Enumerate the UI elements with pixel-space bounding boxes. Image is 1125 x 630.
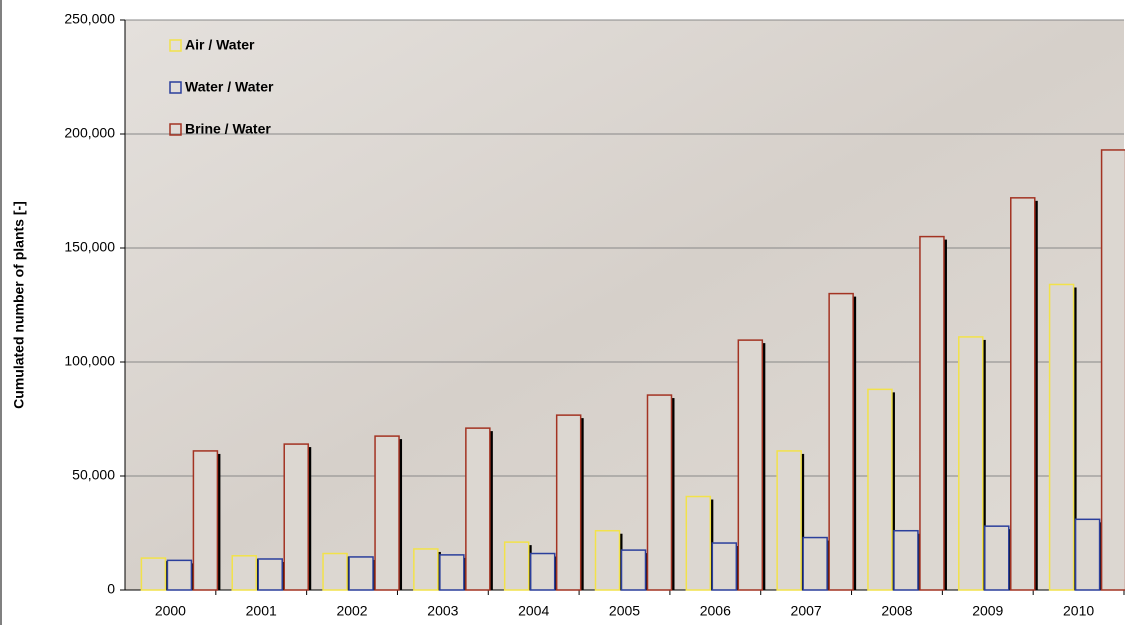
legend-swatch: [169, 123, 182, 136]
bar: [919, 235, 945, 591]
bar: [893, 529, 919, 591]
x-tick-label: 2000: [155, 603, 186, 619]
bar: [776, 450, 802, 591]
bar: [594, 529, 621, 591]
x-tick-label: 2001: [246, 603, 277, 619]
bar: [802, 536, 828, 591]
bar: [503, 541, 530, 591]
x-tick-label: 2008: [881, 603, 912, 619]
bar: [1010, 197, 1036, 591]
bar: [374, 435, 400, 591]
legend: Air / Water Water / Water Brine / Water: [169, 37, 274, 137]
x-tick-label: 2010: [1063, 603, 1094, 619]
bar: [192, 450, 219, 591]
bar: [140, 557, 167, 591]
y-tick-label: 200,000: [64, 125, 115, 141]
bar: [828, 292, 854, 591]
bar: [283, 443, 309, 591]
bar: [685, 495, 712, 591]
y-tick-label: 50,000: [72, 467, 115, 483]
bar: [1048, 283, 1075, 591]
bar: [555, 414, 582, 591]
bar: [711, 542, 738, 591]
bar: [166, 559, 193, 591]
legend-label: Brine / Water: [185, 121, 271, 137]
bar: [257, 558, 283, 591]
bar: [413, 548, 439, 591]
bar: [737, 339, 764, 591]
bar: [231, 555, 257, 591]
legend-label: Water / Water: [185, 79, 274, 95]
x-tick-label: 2005: [609, 603, 640, 619]
bar: [1074, 518, 1101, 591]
legend-label: Air / Water: [185, 37, 255, 53]
bar: [958, 336, 984, 591]
x-tick-label: 2002: [336, 603, 367, 619]
bar: [646, 394, 673, 591]
x-tick-label: 2003: [427, 603, 458, 619]
y-tick-label: 250,000: [64, 11, 115, 27]
y-tick-label: 0: [107, 581, 115, 597]
y-axis-title: Cumulated number of plants [-]: [11, 201, 27, 409]
x-tick-label: 2004: [518, 603, 549, 619]
x-tick-label: 2009: [972, 603, 1003, 619]
bar: [620, 549, 647, 591]
legend-swatch: [169, 81, 182, 94]
bar: [439, 554, 465, 591]
bar: [867, 388, 893, 591]
bar: [348, 556, 374, 591]
x-tick-label: 2006: [700, 603, 731, 619]
bar: [1100, 149, 1125, 591]
bar: [465, 427, 491, 591]
y-tick-label: 150,000: [64, 239, 115, 255]
bar: [529, 552, 556, 591]
legend-swatch: [169, 39, 182, 52]
y-tick-label: 100,000: [64, 353, 115, 369]
x-tick-label: 2007: [791, 603, 822, 619]
bar: [322, 552, 348, 591]
bar: [984, 525, 1010, 591]
